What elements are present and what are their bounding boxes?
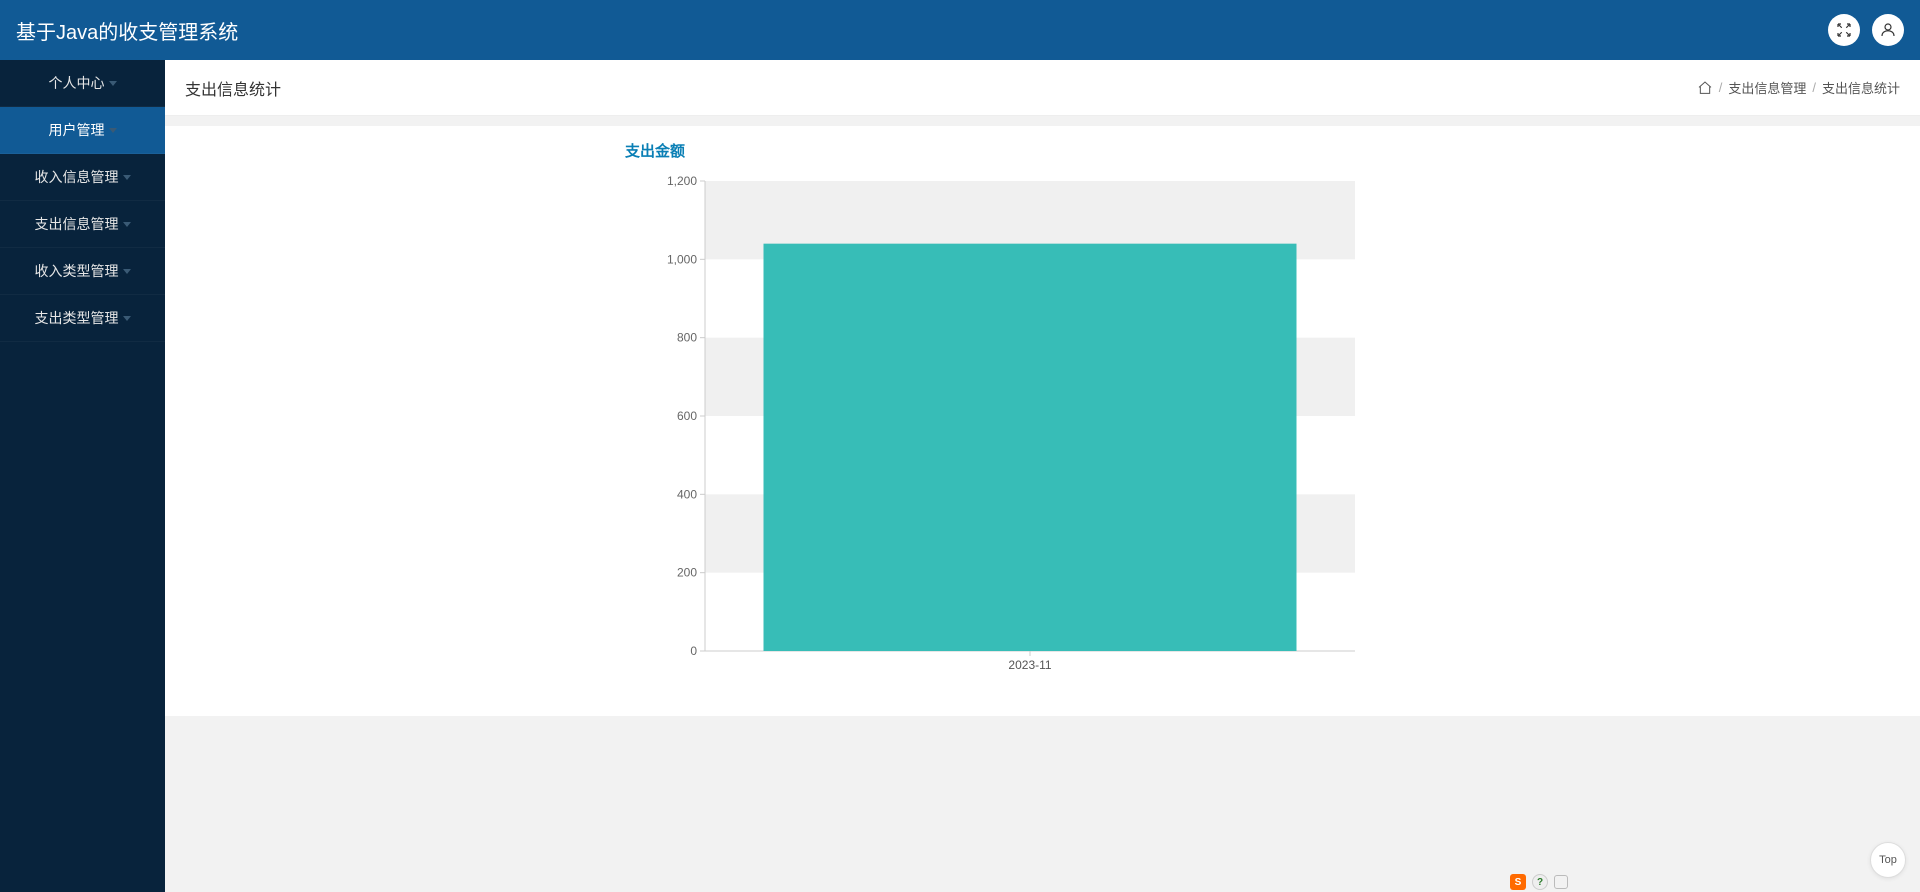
bar-chart: 0 200 400 600 800 1,000 1,200 2023-11 [625, 171, 1365, 681]
sidebar-item-label: 收入信息管理 [35, 167, 119, 187]
sidebar-item-2[interactable]: 收入信息管理 [0, 154, 165, 201]
user-icon [1879, 21, 1897, 39]
system-tray: S ? [1508, 872, 1570, 892]
page-title: 支出信息统计 [185, 76, 281, 100]
y-tick-label: 0 [690, 644, 697, 658]
y-tick-label: 1,200 [667, 174, 697, 188]
breadcrumb-sep: / [1719, 80, 1723, 95]
header-actions [1828, 14, 1904, 46]
chart-bar[interactable] [764, 244, 1297, 651]
chevron-down-icon [109, 81, 117, 86]
home-icon[interactable] [1697, 80, 1713, 96]
app-title: 基于Java的收支管理系统 [16, 16, 238, 45]
user-button[interactable] [1872, 14, 1904, 46]
app-header: 基于Java的收支管理系统 [0, 0, 1920, 60]
breadcrumb-current: 支出信息统计 [1822, 78, 1900, 97]
breadcrumb-sep: / [1812, 80, 1816, 95]
chevron-down-icon [109, 128, 117, 133]
ime-icon: S [1510, 874, 1526, 890]
scroll-top-label: Top [1879, 854, 1897, 866]
chart-area: 0 200 400 600 800 1,000 1,200 2023-11 [625, 171, 1365, 686]
sidebar-item-label: 个人中心 [49, 73, 105, 93]
chevron-down-icon [123, 316, 131, 321]
y-tick-label: 200 [677, 566, 697, 580]
sidebar: 个人中心用户管理收入信息管理支出信息管理收入类型管理支出类型管理 [0, 60, 165, 892]
fullscreen-icon [1835, 21, 1853, 39]
y-tick-label: 800 [677, 331, 697, 345]
sidebar-item-5[interactable]: 支出类型管理 [0, 295, 165, 342]
chevron-down-icon [123, 269, 131, 274]
y-tick-label: 600 [677, 409, 697, 423]
chevron-down-icon [123, 175, 131, 180]
sidebar-item-4[interactable]: 收入类型管理 [0, 248, 165, 295]
x-tick-label: 2023-11 [1008, 658, 1051, 672]
fullscreen-button[interactable] [1828, 14, 1860, 46]
help-icon: ? [1532, 874, 1548, 890]
page-header: 支出信息统计 / 支出信息管理 / 支出信息统计 [165, 60, 1920, 116]
content-area: 支出金额 0 200 400 600 800 1,000 1,200 2023-11 [165, 116, 1920, 716]
sidebar-item-1[interactable]: 用户管理 [0, 107, 165, 154]
sidebar-item-label: 用户管理 [49, 120, 105, 140]
sidebar-item-label: 支出类型管理 [35, 308, 119, 328]
breadcrumb-parent[interactable]: 支出信息管理 [1728, 78, 1806, 97]
sidebar-item-3[interactable]: 支出信息管理 [0, 201, 165, 248]
chevron-down-icon [123, 222, 131, 227]
chart-title: 支出金额 [165, 134, 1920, 165]
sidebar-item-0[interactable]: 个人中心 [0, 60, 165, 107]
scroll-top-button[interactable]: Top [1870, 842, 1906, 878]
y-tick-label: 1,000 [667, 252, 697, 266]
tray-box-icon [1554, 875, 1568, 889]
y-tick-label: 400 [677, 487, 697, 501]
app-body: 个人中心用户管理收入信息管理支出信息管理收入类型管理支出类型管理 支出信息统计 … [0, 60, 1920, 892]
breadcrumb: / 支出信息管理 / 支出信息统计 [1697, 78, 1900, 97]
sidebar-item-label: 支出信息管理 [35, 214, 119, 234]
chart-panel: 支出金额 0 200 400 600 800 1,000 1,200 2023-11 [165, 126, 1920, 716]
main-content: 支出信息统计 / 支出信息管理 / 支出信息统计 支出金额 0 200 400 600… [165, 60, 1920, 892]
sidebar-item-label: 收入类型管理 [35, 261, 119, 281]
